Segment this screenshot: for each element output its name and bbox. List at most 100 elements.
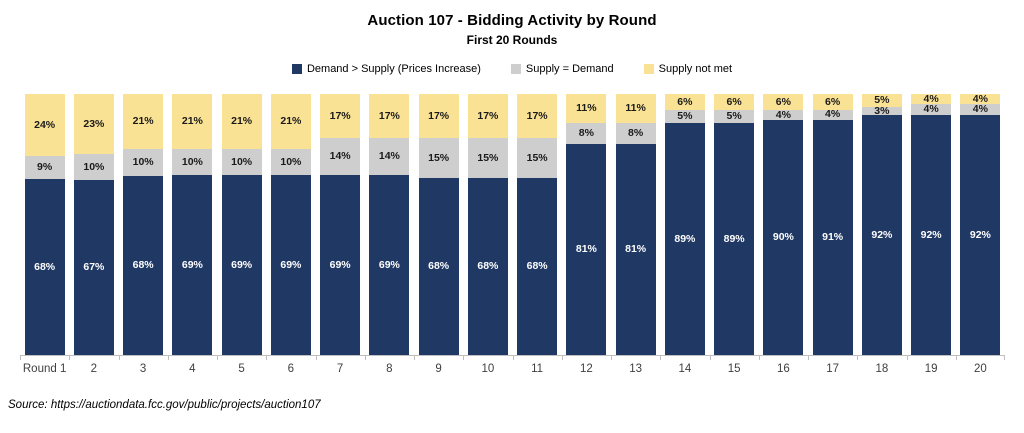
axis-tick (266, 356, 268, 360)
bar-segment: 10% (270, 148, 311, 175)
bar-segment: 24% (24, 94, 65, 157)
plot-area: 24% 9% 68% 23% 10% 67% 21% 10% 68% 21% 10% 69% 21% 10… (20, 93, 1005, 375)
x-axis-label: 3 (139, 363, 147, 375)
stacked-bar: 17% 14% 69% (320, 94, 361, 355)
x-axis-label: 2 (90, 363, 98, 375)
stacked-bar: 6% 5% 89% (664, 94, 705, 355)
bar-column: 24% 9% 68% (20, 94, 69, 355)
x-axis-label: 12 (579, 363, 593, 375)
x-axis-label: 15 (727, 363, 741, 375)
bar-segment: 23% (73, 94, 114, 155)
bar-column: 21% 10% 69% (217, 94, 266, 355)
x-axis-label: 14 (678, 363, 692, 375)
bar-column: 11% 8% 81% (611, 94, 660, 355)
stacked-bar: 23% 10% 67% (73, 94, 114, 355)
stacked-bar: 17% 15% 68% (517, 94, 558, 355)
bar-segment: 6% (763, 94, 804, 110)
bar-segment: 92% (911, 114, 952, 355)
bar-segment: 92% (960, 114, 1001, 355)
bar-segment: 5% (714, 109, 755, 123)
x-axis-label: 7 (336, 363, 344, 375)
bar-segment: 14% (369, 138, 410, 175)
legend-swatch (643, 64, 654, 74)
bar-segment: 69% (221, 174, 262, 355)
x-axis: Round 1 2 3 4 5 6 7 8 9 10 11 12 13 14 15 16 17 18 19 20 (20, 355, 1005, 375)
bar-segment: 10% (172, 148, 213, 175)
bar-segment: 17% (320, 94, 361, 139)
legend-label: Supply not met (658, 63, 733, 75)
bar-segment: 81% (566, 143, 607, 355)
stacked-bar: 21% 10% 69% (270, 94, 311, 355)
axis-tick (1004, 356, 1005, 360)
axis-tick (118, 356, 120, 360)
bar-column: 17% 15% 68% (414, 94, 463, 355)
bar-column: 4% 4% 92% (907, 93, 956, 355)
stacked-bar: 17% 14% 69% (369, 94, 410, 355)
bar-segment: 67% (73, 180, 114, 355)
x-axis-label: 17 (826, 363, 840, 375)
bar-segment: 3% (861, 106, 902, 116)
bar-segment: 92% (861, 114, 902, 355)
bar-column: 4% 4% 92% (956, 93, 1005, 355)
bar-column: 17% 15% 68% (513, 94, 562, 355)
source-note: Source: https://auctiondata.fcc.gov/publ… (8, 399, 321, 411)
x-axis-label: Round 1 (22, 363, 67, 375)
bar-segment: 81% (615, 143, 656, 355)
bar-segment: 68% (123, 175, 164, 355)
bar-segment: 5% (861, 94, 902, 108)
axis-tick (364, 356, 366, 360)
bar-segment: 8% (615, 122, 656, 144)
bar-segment: 15% (517, 138, 558, 178)
bar-segment: 17% (467, 94, 508, 139)
bar-segment: 10% (221, 148, 262, 175)
axis-tick (315, 356, 317, 360)
bar-column: 21% 10% 68% (119, 94, 168, 355)
chart-title: Auction 107 - Bidding Activity by Round (367, 12, 657, 29)
bar-segment: 15% (467, 138, 508, 178)
bar-segment: 4% (911, 93, 952, 104)
axis-tick (955, 356, 957, 360)
legend-swatch (291, 64, 302, 74)
x-axis-label: 5 (238, 363, 245, 375)
stacked-bar: 17% 15% 68% (467, 94, 508, 355)
x-axis-label: 9 (435, 363, 442, 375)
legend-label: Supply = Demand (525, 63, 614, 75)
bar-segment: 89% (664, 122, 705, 355)
bar-segment: 4% (812, 109, 853, 120)
x-axis-label: 13 (629, 363, 643, 375)
axis-tick (20, 356, 21, 360)
stacked-bar: 6% 4% 90% (763, 94, 804, 355)
legend-item: Demand > Supply (Prices Increase) (291, 63, 481, 75)
bar-segment: 90% (763, 120, 804, 355)
bar-column: 21% 10% 69% (168, 94, 217, 355)
bars-container: 24% 9% 68% 23% 10% 67% 21% 10% 68% 21% 10% 69% 21% 10… (20, 93, 1005, 355)
bar-column: 6% 5% 89% (660, 94, 709, 355)
legend-item: Supply not met (643, 63, 733, 75)
legend-label: Demand > Supply (Prices Increase) (306, 63, 481, 75)
axis-tick (906, 356, 908, 360)
stacked-bar: 24% 9% 68% (24, 94, 65, 355)
x-axis-label: 4 (189, 363, 196, 375)
stacked-bar: 11% 8% 81% (615, 94, 656, 355)
stacked-bar: 11% 8% 81% (566, 94, 607, 355)
bar-segment: 17% (369, 94, 410, 139)
bar-segment: 14% (320, 138, 361, 175)
bar-segment: 17% (418, 94, 459, 139)
bar-segment: 68% (467, 177, 508, 355)
bar-segment: 15% (418, 138, 459, 178)
bar-column: 6% 5% 89% (710, 94, 759, 355)
bar-segment: 4% (911, 104, 952, 115)
bar-segment: 6% (812, 94, 853, 110)
legend-item: Supply = Demand (510, 63, 614, 75)
axis-tick (660, 356, 662, 360)
bar-segment: 11% (566, 94, 607, 123)
bar-segment: 69% (270, 174, 311, 355)
axis-tick (217, 356, 218, 360)
bar-segment: 9% (24, 156, 65, 180)
x-axis-label: 20 (973, 363, 987, 375)
bar-column: 23% 10% 67% (69, 94, 118, 355)
axis-tick (808, 356, 809, 360)
bar-segment: 10% (123, 149, 164, 176)
bar-segment: 21% (123, 94, 164, 150)
